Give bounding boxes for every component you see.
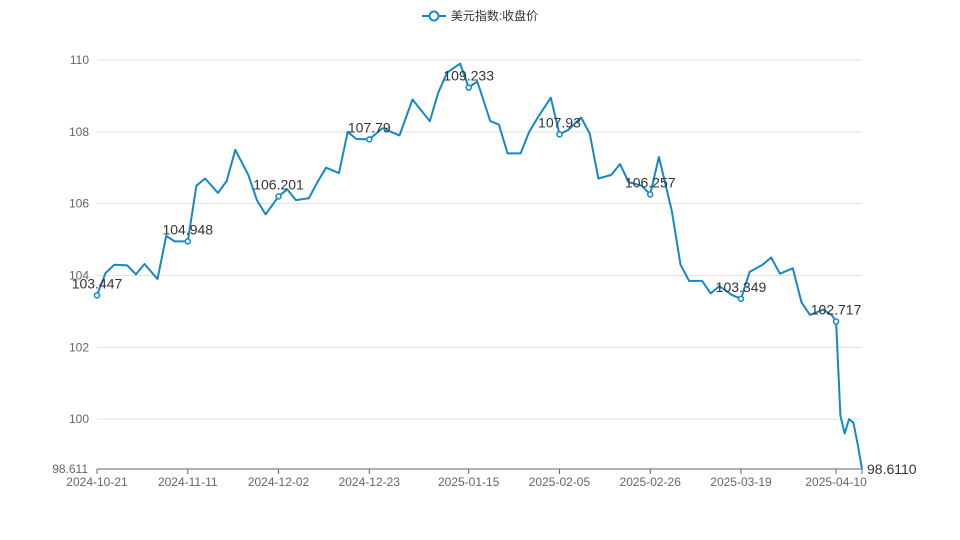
data-label: 107.93	[538, 114, 581, 130]
data-point-marker	[646, 191, 654, 198]
y-tick-label: 104	[69, 268, 89, 282]
x-tick-label: 2025-04-10	[805, 475, 867, 489]
series-line	[96, 62, 863, 470]
data-label: 106.257	[625, 174, 676, 190]
legend[interactable]: 美元指数:收盘价	[0, 7, 960, 26]
data-label: 102.717	[811, 302, 862, 318]
legend-label: 美元指数:收盘价	[450, 9, 539, 23]
x-tick-label: 2025-01-15	[438, 475, 500, 489]
x-tick-label: 2025-02-05	[529, 475, 591, 489]
end-value-label: 98.6110	[867, 461, 917, 477]
data-label: 106.201	[253, 176, 304, 192]
data-point-marker	[465, 84, 472, 91]
y-tick-label: 106	[69, 197, 89, 211]
data-point-marker	[93, 292, 101, 299]
data-point-marker	[556, 131, 563, 138]
y-tick-label: 102	[69, 340, 89, 354]
data-point-marker	[737, 295, 745, 303]
y-tick-label: 110	[70, 53, 89, 67]
x-tick-label: 2024-12-23	[339, 475, 401, 489]
data-label: 109.233	[443, 68, 494, 84]
y-tick-label-min: 98.611	[52, 462, 88, 476]
data-label: 103.447	[72, 275, 123, 291]
data-label: 107.79	[348, 119, 391, 135]
data-label: 103.349	[716, 279, 767, 295]
data-point-marker	[832, 318, 840, 325]
x-tick-label: 2025-02-26	[620, 475, 682, 489]
x-tick-label: 2024-10-21	[66, 475, 128, 489]
data-point-marker	[184, 238, 192, 245]
data-point-marker	[275, 193, 282, 200]
data-label: 104.948	[162, 221, 213, 237]
x-tick-label: 2024-12-02	[248, 475, 310, 489]
y-tick-label: 100	[69, 412, 89, 426]
x-tick-label: 2025-03-19	[710, 475, 772, 489]
legend-line-marker-icon	[421, 10, 446, 21]
y-tick-label: 108	[69, 125, 89, 139]
data-point-marker	[366, 136, 373, 143]
x-tick-label: 2024-11-11	[158, 475, 218, 489]
